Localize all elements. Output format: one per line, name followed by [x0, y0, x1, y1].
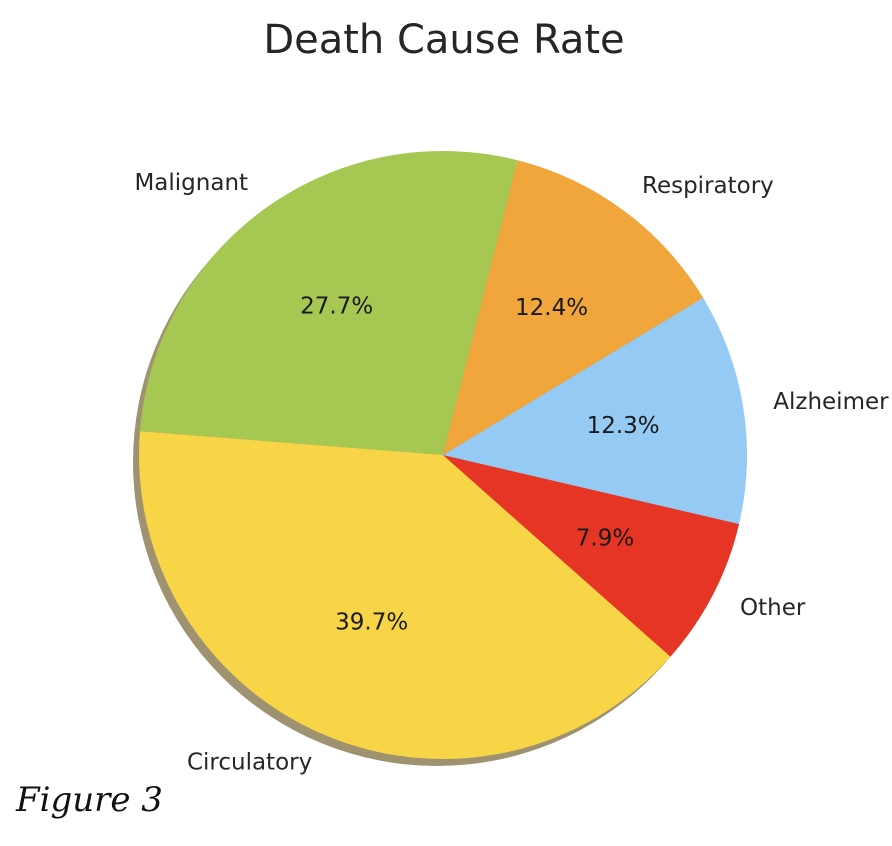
pie-slice-respiratory: [443, 160, 704, 455]
pie-labels: Malignant 27.7% Circulatory 39.7% Other 7.9% A…: [134, 170, 889, 775]
percent-label-respiratory: 12.4%: [515, 295, 588, 321]
slice-label-alzheimer: Alzheimer: [773, 389, 889, 415]
pie-slice-other: [443, 455, 740, 657]
percent-label-malignant: 27.7%: [300, 293, 373, 319]
pie-slice-circulatory: [139, 431, 671, 760]
pie-slice-malignant: [139, 151, 518, 456]
pie-slice-alzheimer: [443, 297, 747, 525]
percent-label-circulatory: 39.7%: [335, 609, 408, 635]
chart-title: Death Cause Rate: [263, 17, 624, 63]
slice-label-circulatory: Circulatory: [187, 749, 312, 775]
pie-slices: [139, 151, 747, 760]
slice-label-other: Other: [740, 595, 806, 621]
slice-label-malignant: Malignant: [134, 170, 248, 196]
percent-label-other: 7.9%: [576, 525, 634, 551]
figure-caption: Figure 3: [16, 780, 163, 820]
percent-label-alzheimer: 12.3%: [587, 413, 660, 439]
slice-label-respiratory: Respiratory: [642, 173, 774, 199]
